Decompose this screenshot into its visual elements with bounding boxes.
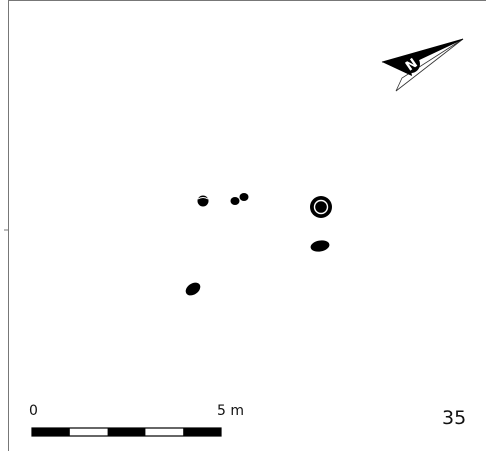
scale-segment [183,428,221,436]
plan-number: 35 [442,407,467,429]
north-arrow-icon: N [381,38,464,92]
posthole-5 [310,240,330,252]
posthole-6 [185,282,201,296]
scale-bar [31,427,222,437]
north-arrow-badge [402,55,420,73]
posthole-2 [230,197,240,205]
posthole-4 [310,196,332,218]
posthole-1 [197,195,209,207]
scale-segment [107,428,146,436]
posthole-3 [239,193,249,201]
scale-end-label: 5 m [217,403,244,419]
scale-segment [32,428,70,436]
scale-start-label: 0 [29,403,38,419]
